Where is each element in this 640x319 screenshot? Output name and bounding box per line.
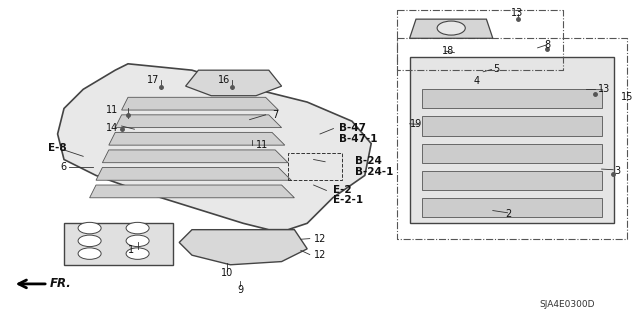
Polygon shape [102,150,288,163]
Text: B-24-1: B-24-1 [355,167,394,177]
Polygon shape [115,115,282,128]
Text: 5: 5 [493,63,499,74]
Circle shape [126,235,149,247]
Text: 6: 6 [61,162,67,173]
Circle shape [126,248,149,259]
Text: B-47: B-47 [339,122,366,133]
Text: 16: 16 [218,75,230,85]
Polygon shape [109,132,285,145]
Text: 10: 10 [221,268,234,278]
Text: 15: 15 [621,92,633,102]
Polygon shape [422,171,602,190]
Polygon shape [422,144,602,163]
Text: 11: 11 [106,105,118,115]
Circle shape [126,222,149,234]
Text: 11: 11 [256,140,268,150]
Text: B-47-1: B-47-1 [339,134,378,144]
Circle shape [437,21,465,35]
Polygon shape [422,89,602,108]
Text: B-24: B-24 [355,156,382,166]
Polygon shape [96,167,291,180]
Text: E-2-1: E-2-1 [333,195,363,205]
Circle shape [78,222,101,234]
Polygon shape [422,198,602,217]
Polygon shape [410,19,493,38]
Text: 1: 1 [128,245,134,256]
Text: 19: 19 [410,119,422,130]
Text: 14: 14 [106,122,118,133]
Polygon shape [64,223,173,265]
Text: 12: 12 [314,234,326,244]
Text: SJA4E0300D: SJA4E0300D [540,300,595,309]
Text: 9: 9 [237,285,243,295]
Polygon shape [90,185,294,198]
Polygon shape [422,116,602,136]
Circle shape [78,235,101,247]
Text: 13: 13 [598,84,611,94]
Polygon shape [122,97,278,110]
Polygon shape [186,70,282,96]
Text: 17: 17 [147,75,160,85]
Polygon shape [58,64,371,230]
Circle shape [78,248,101,259]
Text: FR.: FR. [50,277,72,290]
Text: 18: 18 [442,46,454,56]
Text: E-2: E-2 [333,185,351,195]
Text: 12: 12 [314,250,326,260]
Text: E-8: E-8 [48,143,67,153]
Polygon shape [410,57,614,223]
Text: 2: 2 [506,209,512,219]
Text: 7: 7 [272,110,278,120]
Text: 3: 3 [614,166,621,176]
Text: 4: 4 [474,76,480,86]
Polygon shape [179,230,307,265]
Text: 13: 13 [511,8,524,18]
Text: 8: 8 [544,40,550,50]
